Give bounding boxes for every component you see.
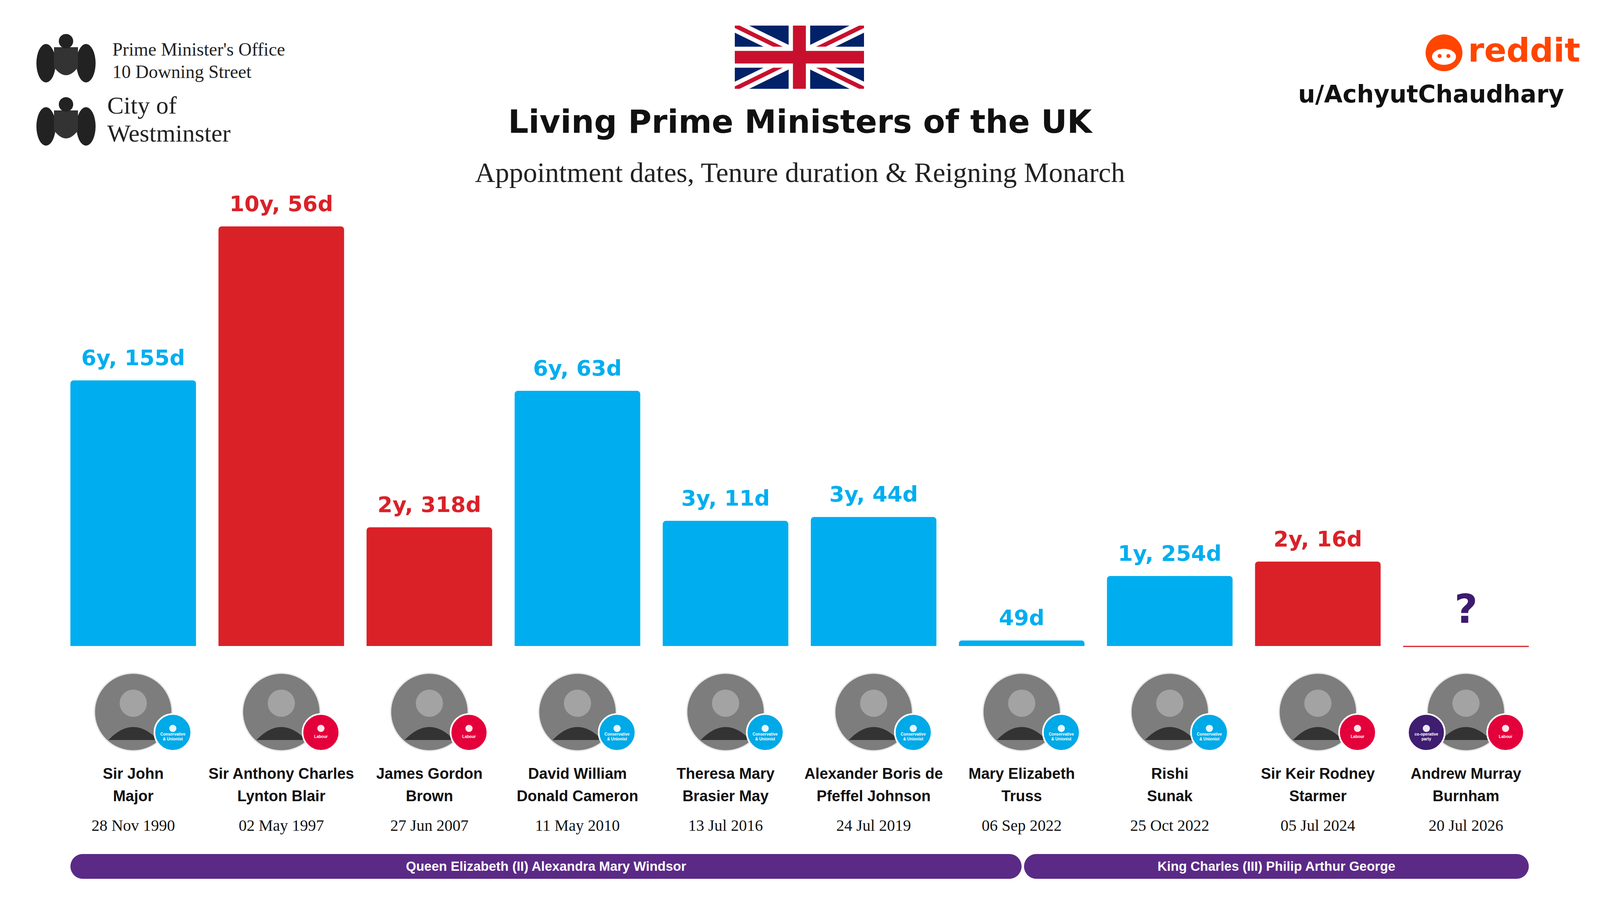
svg-text:06 Sep 2022: 06 Sep 2022 xyxy=(981,816,1062,835)
svg-text:02 May 1997: 02 May 1997 xyxy=(238,816,324,835)
html-text:10 Downing Street: 10 Downing Street xyxy=(112,61,252,82)
svg-text:6y, 63d: 6y, 63d xyxy=(533,355,622,381)
svg-text:Rishi: Rishi xyxy=(1151,765,1189,782)
svg-text:Labour: Labour xyxy=(1498,734,1513,739)
html-text:Queen Elizabeth (II) Alexandra: Queen Elizabeth (II) Alexandra Mary Wind… xyxy=(405,858,687,874)
html-text:City of: City of xyxy=(107,91,177,119)
svg-text:Labour: Labour xyxy=(462,734,476,739)
svg-text:2y, 16d: 2y, 16d xyxy=(1273,526,1363,552)
svg-text:10y, 56d: 10y, 56d xyxy=(229,191,334,217)
html-text:Prime Minister's Office: Prime Minister's Office xyxy=(112,39,286,60)
svg-text:Sir Keir Rodney: Sir Keir Rodney xyxy=(1260,765,1375,782)
svg-text:& Unionist: & Unionist xyxy=(162,736,184,742)
html-text:Westminster: Westminster xyxy=(107,119,231,147)
svg-text:Lynton Blair: Lynton Blair xyxy=(237,787,326,805)
svg-text:Conservative: Conservative xyxy=(1196,732,1222,737)
svg-text:25 Oct 2022: 25 Oct 2022 xyxy=(1130,816,1210,835)
svg-text:Conservative: Conservative xyxy=(752,732,778,737)
svg-text:13 Jul 2016: 13 Jul 2016 xyxy=(688,816,764,835)
svg-text:& Unionist: & Unionist xyxy=(903,736,924,742)
svg-text:co-operative: co-operative xyxy=(1414,732,1439,737)
svg-text:Brasier May: Brasier May xyxy=(682,787,769,805)
svg-text:27 Jun 2007: 27 Jun 2007 xyxy=(390,816,469,835)
svg-text:James Gordon: James Gordon xyxy=(376,765,483,782)
svg-text:Truss: Truss xyxy=(1001,787,1042,805)
html-text:reddit: reddit xyxy=(1468,31,1581,70)
svg-text:Conservative: Conservative xyxy=(1048,732,1074,737)
svg-text:3y, 11d: 3y, 11d xyxy=(681,485,770,511)
html-text:Appointment dates, Tenure dura: Appointment dates, Tenure duration & Rei… xyxy=(475,157,1125,188)
svg-text:Conservative: Conservative xyxy=(900,732,926,737)
svg-text:3y, 44d: 3y, 44d xyxy=(829,481,918,507)
svg-text:Pfeffel Johnson: Pfeffel Johnson xyxy=(816,787,931,805)
svg-text:Burnham: Burnham xyxy=(1432,787,1500,805)
svg-text:49d: 49d xyxy=(998,605,1045,631)
svg-text:Sunak: Sunak xyxy=(1146,787,1193,805)
svg-text:& Unionist: & Unionist xyxy=(755,736,776,742)
svg-text:Theresa Mary: Theresa Mary xyxy=(676,765,775,782)
svg-text:Mary Elizabeth: Mary Elizabeth xyxy=(968,765,1075,782)
svg-text:David William: David William xyxy=(528,765,627,782)
html-text:King Charles (III) Philip Arth: King Charles (III) Philip Arthur George xyxy=(1157,858,1396,874)
svg-text:Major: Major xyxy=(112,787,154,805)
svg-text:Conservative: Conservative xyxy=(604,732,630,737)
svg-text:Brown: Brown xyxy=(405,787,453,805)
svg-text:party: party xyxy=(1421,736,1432,742)
svg-text:Labour: Labour xyxy=(314,734,328,739)
svg-text:& Unionist: & Unionist xyxy=(1199,736,1220,742)
svg-text:Labour: Labour xyxy=(1350,734,1365,739)
html-text:Living Prime Ministers of the: Living Prime Ministers of the UK xyxy=(508,103,1092,141)
svg-text:?: ? xyxy=(1454,585,1478,633)
svg-text:Andrew Murray: Andrew Murray xyxy=(1410,765,1522,782)
svg-text:Alexander Boris de: Alexander Boris de xyxy=(804,765,943,782)
svg-text:24 Jul 2019: 24 Jul 2019 xyxy=(836,816,912,835)
html-text:u/AchyutChaudhary: u/AchyutChaudhary xyxy=(1298,80,1564,108)
svg-text:Donald Cameron: Donald Cameron xyxy=(516,787,639,805)
svg-text:& Unionist: & Unionist xyxy=(607,736,628,742)
svg-text:Sir Anthony Charles: Sir Anthony Charles xyxy=(208,765,354,782)
svg-text:& Unionist: & Unionist xyxy=(1051,736,1072,742)
svg-text:Starmer: Starmer xyxy=(1289,787,1347,805)
svg-text:28 Nov 1990: 28 Nov 1990 xyxy=(91,816,176,835)
svg-text:Sir John: Sir John xyxy=(102,765,164,782)
svg-text:2y, 318d: 2y, 318d xyxy=(377,492,482,518)
svg-text:05 Jul 2024: 05 Jul 2024 xyxy=(1280,816,1356,835)
svg-text:6y, 155d: 6y, 155d xyxy=(81,345,185,371)
svg-text:1y, 254d: 1y, 254d xyxy=(1118,540,1222,566)
svg-text:Conservative: Conservative xyxy=(160,732,186,737)
svg-text:20 Jul 2026: 20 Jul 2026 xyxy=(1428,816,1504,835)
svg-text:11 May 2010: 11 May 2010 xyxy=(535,816,620,835)
